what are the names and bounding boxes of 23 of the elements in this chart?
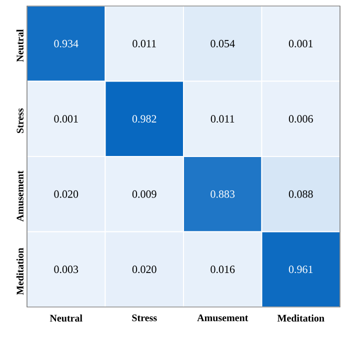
data-label: 0.016 [210,266,235,274]
data-label: 0.011 [132,40,156,48]
data-label: 0.020 [132,266,156,274]
x-tick-label: Amusement [197,314,248,322]
data-label: 0.003 [54,266,78,274]
data-label: 0.088 [288,190,313,198]
data-label: 0.020 [54,190,78,198]
y-tick-label: Amusement [16,170,24,222]
data-label: 0.961 [288,266,313,274]
x-tick-label: Stress [132,314,157,322]
data-label: 0.934 [54,40,78,48]
data-label: 0.001 [288,40,313,48]
data-label: 0.006 [288,115,313,123]
data-label: 0.982 [132,115,156,123]
x-tick-label: Meditation [277,314,324,322]
x-tick-label: Neutral [50,314,82,322]
data-label: 0.054 [210,40,235,48]
data-label: 0.001 [54,115,78,123]
data-label: 0.011 [210,115,234,123]
y-tick-label: Stress [16,108,24,134]
data-label: 0.009 [132,190,156,198]
data-label: 0.883 [210,190,235,198]
y-tick-label: Neutral [16,29,24,62]
